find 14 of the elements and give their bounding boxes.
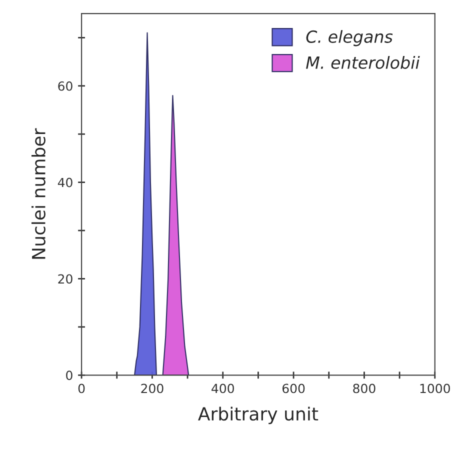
legend-label: M. enterolobii xyxy=(306,56,420,69)
y-tick-label: 0 xyxy=(66,370,72,380)
x-tick-label: 0 xyxy=(78,384,85,394)
x-axis-title: Arbitrary unit xyxy=(198,406,318,424)
y-tick-label: 60 xyxy=(58,81,72,91)
x-tick-label: 400 xyxy=(212,384,234,394)
y-tick-label: 20 xyxy=(58,274,72,284)
y-axis-title: Nuclei number xyxy=(31,128,46,259)
y-tick-label: 40 xyxy=(58,178,72,188)
x-tick-label: 1000 xyxy=(420,384,450,394)
x-tick-label: 800 xyxy=(353,384,376,394)
x-tick-label: 200 xyxy=(141,384,164,394)
x-tick-label: 600 xyxy=(282,384,305,394)
legend-label: C. elegans xyxy=(306,30,393,46)
